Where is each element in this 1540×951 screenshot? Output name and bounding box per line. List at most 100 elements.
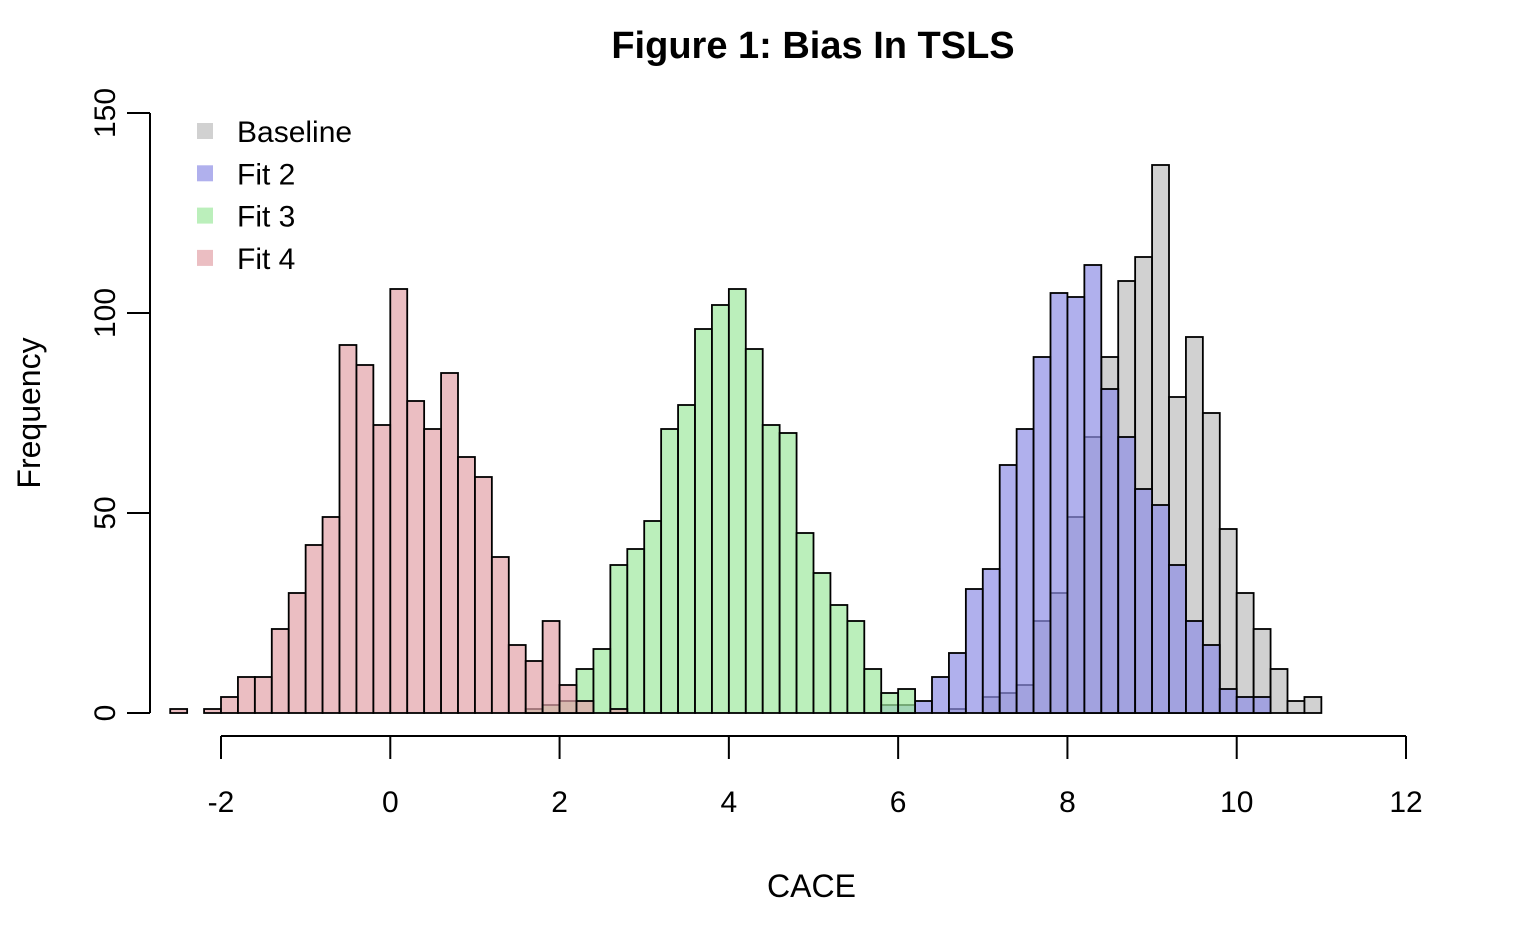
bar-fit-3 [761,424,781,714]
bar-fit-2 [1015,428,1035,714]
bar-fit-3 [846,620,866,714]
bar-fit-4 [287,592,307,714]
bar-fit-4 [423,428,442,714]
bar-fit-4 [203,708,222,714]
bar-fit-4 [609,708,629,714]
bars-layer [169,164,1323,714]
bar-fit-3 [694,328,713,714]
bar-fit-2 [1235,696,1255,714]
legend-swatch [197,165,213,182]
bar-fit-3 [711,304,730,714]
legend-label: Fit 2 [237,158,295,191]
bar-fit-4 [321,516,341,714]
x-tick-label: 8 [1059,786,1076,819]
legend-item-fit-4: Fit 4 [197,243,295,276]
legend-swatch [197,207,213,224]
x-tick-label: 4 [721,786,738,819]
x-tick-label: 12 [1389,786,1422,819]
bar-fit-2 [1218,688,1238,714]
legend: Baseline Fit 2 Fit 3 Fit 4 [197,116,352,276]
bar-fit-4 [253,676,273,714]
bar-fit-3 [677,404,696,714]
bar-fit-2 [1083,264,1103,714]
bar-fit-4 [237,676,256,714]
bar-fit-4 [304,544,324,714]
bar-fit-4 [541,620,561,714]
bar-fit-4 [338,344,358,714]
bar-baseline [1235,592,1255,714]
bar-fit-3 [609,564,629,714]
x-tick-label: 6 [890,786,907,819]
bar-fit-2 [931,676,950,714]
bar-fit-3 [795,532,815,714]
bar-fit-2 [914,700,933,714]
bar-fit-2 [1134,488,1153,714]
y-tick-label: 50 [89,496,122,529]
series-fit-2 [880,264,1272,714]
bar-baseline [1286,700,1306,714]
bar-fit-4 [507,644,527,714]
bar-fit-3 [744,348,764,714]
bar-fit-2 [1049,292,1069,714]
y-axis-label: Frequency [11,337,47,488]
x-tick-label: -2 [208,786,235,819]
legend-item-fit-2: Fit 2 [197,158,295,191]
bar-fit-2 [1032,356,1052,714]
bar-fit-2 [964,588,984,714]
legend-label: Fit 3 [237,201,295,234]
bar-baseline [1218,528,1238,714]
bar-fit-4 [372,424,392,714]
bar-fit-4 [524,660,544,714]
y-tick-label: 100 [89,288,122,338]
bar-fit-3 [897,688,916,714]
legend-label: Baseline [237,116,352,149]
legend-item-baseline: Baseline [197,116,352,149]
y-axis-ticks: 0 50 100 150 [89,88,150,721]
legend-item-fit-3: Fit 3 [197,201,295,234]
bar-fit-3 [863,668,883,714]
bar-fit-4 [220,696,239,714]
x-tick-label: 10 [1220,786,1253,819]
bar-fit-2 [1201,644,1221,714]
legend-label: Fit 4 [237,243,295,276]
x-tick-label: 0 [382,786,399,819]
bar-baseline [1269,668,1289,714]
bar-fit-2 [1252,696,1272,714]
bar-fit-4 [490,556,510,714]
bar-fit-2 [1100,388,1120,714]
legend-swatch [197,123,213,139]
x-axis-label: CACE [767,868,856,904]
bar-fit-4 [355,364,375,714]
series-fit-3 [524,288,916,714]
x-axis-ticks: -2 0 2 4 6 8 10 12 [208,736,1423,819]
bar-fit-3 [829,604,849,714]
bar-fit-3 [880,692,900,714]
bar-fit-2 [1185,620,1204,714]
x-tick-label: 2 [551,786,568,819]
bar-fit-3 [626,548,646,714]
bar-fit-2 [1168,564,1187,714]
bar-fit-3 [778,432,798,714]
bar-fit-4 [440,372,459,714]
bar-fit-2 [998,464,1018,714]
bar-fit-3 [812,572,832,714]
bar-fit-2 [1117,436,1137,714]
chart-title: Figure 1: Bias In TSLS [611,25,1014,67]
bar-fit-3 [592,648,612,714]
bar-fit-2 [1066,296,1086,714]
bar-fit-3 [660,428,679,714]
legend-swatch [197,249,213,266]
bar-fit-3 [727,288,747,714]
bar-fit-4 [389,288,409,714]
bar-fit-4 [406,400,426,714]
axes-layer: -2 0 2 4 6 8 10 12 0 50 100 150 [89,88,1423,819]
series-fit-4 [169,288,629,714]
bar-fit-2 [1151,504,1170,714]
y-tick-label: 0 [89,705,122,722]
bar-fit-4 [558,684,578,714]
bar-fit-4 [474,476,493,714]
bar-fit-4 [270,628,290,714]
y-tick-label: 150 [89,88,122,138]
bar-fit-3 [643,520,663,714]
